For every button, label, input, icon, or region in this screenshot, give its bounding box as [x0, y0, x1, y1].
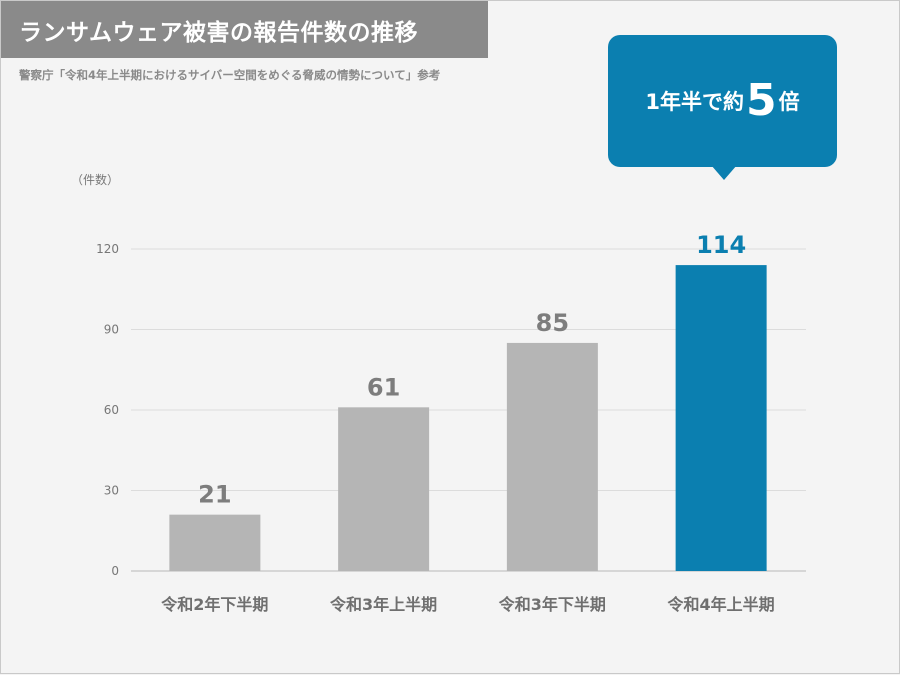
data-label: 85 [536, 309, 569, 337]
y-tick-label: 0 [111, 564, 119, 578]
callout-suffix: 倍 [778, 90, 800, 114]
bar [169, 514, 261, 571]
data-label: 114 [696, 231, 746, 259]
title-banner: ランサムウェア被害の報告件数の推移 [1, 1, 488, 58]
data-label: 21 [198, 481, 231, 509]
y-tick-label: 60 [104, 403, 119, 417]
source-note: 警察庁「令和4年上半期におけるサイバー空間をめぐる脅威の情勢について」参考 [19, 68, 441, 82]
x-tick-label: 令和3年上半期 [329, 595, 437, 614]
x-tick-label: 令和4年上半期 [667, 595, 775, 614]
callout-prefix: 1年半で約 [645, 90, 744, 114]
y-tick-label: 120 [96, 242, 119, 256]
y-tick-label: 30 [104, 484, 119, 498]
callout-number: 5 [746, 75, 777, 126]
bar [675, 265, 767, 571]
y-axis-unit-label: （件数） [71, 173, 120, 187]
callout-text: 1年半で約 5 倍 [608, 35, 837, 167]
callout-pointer [711, 165, 737, 180]
x-tick-label: 令和3年下半期 [498, 595, 606, 614]
callout-bubble: 1年半で約 5 倍 [608, 35, 837, 167]
bar [338, 407, 430, 571]
bar [506, 342, 598, 571]
page-title: ランサムウェア被害の報告件数の推移 [19, 20, 419, 46]
x-tick-label: 令和2年下半期 [160, 595, 268, 614]
y-tick-label: 90 [104, 323, 119, 337]
data-label: 61 [367, 373, 400, 401]
